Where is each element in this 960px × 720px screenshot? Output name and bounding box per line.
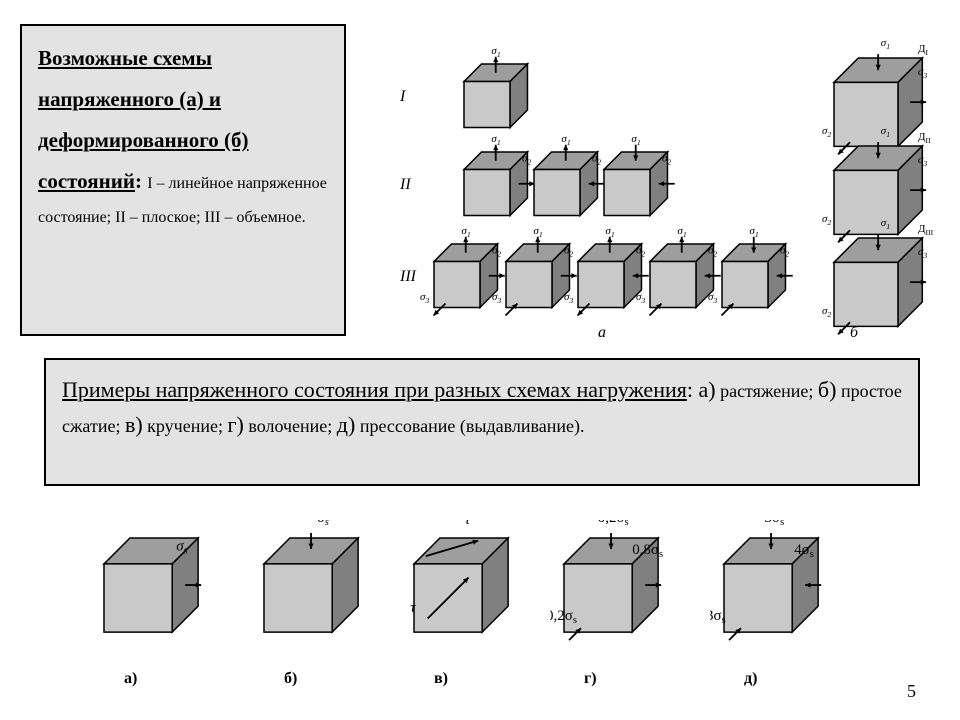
box1-title-a: Возможные схемы <box>38 46 212 70</box>
cube: σ1 σ2 σ3 <box>708 226 805 323</box>
svg-text:σ1: σ1 <box>677 226 686 239</box>
txt-d: прессование (выдавливание). <box>355 416 584 436</box>
page-number: 5 <box>907 681 916 702</box>
lab-b: б) <box>818 377 837 402</box>
col-label-a: а <box>598 324 606 342</box>
example-label: д) <box>744 670 757 688</box>
svg-text:σ3: σ3 <box>636 291 645 305</box>
svg-text:σ3: σ3 <box>918 246 927 260</box>
svg-text:σ3: σ3 <box>918 66 927 80</box>
svg-text:σ1: σ1 <box>461 226 470 239</box>
svg-text:σ1: σ1 <box>881 220 890 231</box>
svg-text:0,8σs: 0,8σs <box>632 542 663 560</box>
lab-g: г) <box>227 412 243 437</box>
cube: σ1 <box>450 46 547 143</box>
svg-text:σ2: σ2 <box>780 245 789 259</box>
svg-text:τ: τ <box>410 600 416 616</box>
svg-text:σ1: σ1 <box>749 226 758 239</box>
row-label: III <box>400 268 416 286</box>
example-label: а) <box>124 670 137 688</box>
example-label: в) <box>434 670 448 688</box>
box1-title-c: деформированного (б) <box>38 128 248 152</box>
box1-title-b: напряженного (а) и <box>38 87 221 111</box>
row-label: II <box>400 176 411 194</box>
txt-a: растяжение; <box>716 381 818 401</box>
lab-v: в) <box>125 412 143 437</box>
svg-text:σ1: σ1 <box>605 226 614 239</box>
svg-text:σ3: σ3 <box>492 291 501 305</box>
svg-text:σ1: σ1 <box>881 40 890 51</box>
svg-text:ДIII: ДIII <box>918 223 934 237</box>
svg-text:σ1: σ1 <box>533 226 542 239</box>
lab-d: д) <box>337 412 356 437</box>
svg-text:σ1: σ1 <box>631 134 640 147</box>
box1-colon: : <box>135 169 147 193</box>
svg-text:σ2: σ2 <box>662 153 671 167</box>
svg-text:σ2: σ2 <box>822 305 831 319</box>
cube: σs <box>90 520 218 648</box>
svg-text:σ1: σ1 <box>491 46 500 59</box>
svg-text:τ: τ <box>465 520 471 528</box>
box1-desc-b: II – плоское; III – объемное. <box>115 209 306 226</box>
svg-text:σ3: σ3 <box>708 291 717 305</box>
svg-text:ДII: ДII <box>918 131 931 145</box>
box2-title-a: Примеры напряженного состояния при разны… <box>62 377 577 402</box>
txt-v: кручение; <box>143 416 228 436</box>
cube: 0,2σs0,8σs0,2σs <box>550 520 678 648</box>
txt-g: волочение; <box>244 416 337 436</box>
svg-text:σ3: σ3 <box>918 154 927 168</box>
svg-text:3σs: 3σs <box>765 520 785 528</box>
box2-colon: : <box>687 377 699 402</box>
box1-title-d: состояний <box>38 169 135 193</box>
example-label: г) <box>584 670 597 688</box>
row-label: I <box>400 88 405 106</box>
svg-text:σs: σs <box>317 520 328 528</box>
svg-text:ДI: ДI <box>918 43 929 57</box>
cube: σ1 σ2 <box>590 134 687 231</box>
svg-text:σ1: σ1 <box>881 128 890 139</box>
box2-title-b: нагружения <box>577 377 687 402</box>
stress-schemes-caption-box: Возможные схемы напряженного (а) и дефор… <box>20 24 346 336</box>
cube: σs <box>250 520 378 648</box>
svg-text:σ3: σ3 <box>420 291 429 305</box>
svg-text:σ1: σ1 <box>561 134 570 147</box>
svg-text:σ1: σ1 <box>491 134 500 147</box>
cube: 3σs4σs3σs <box>710 520 838 648</box>
loading-examples-caption-box: Примеры напряженного состояния при разны… <box>44 358 920 486</box>
cube: σ1 σ3 σ2 ДIII <box>820 220 942 342</box>
example-label: б) <box>284 670 297 688</box>
lab-a: а) <box>698 377 715 402</box>
cube: ττ <box>400 520 528 648</box>
svg-text:0,2σs: 0,2σs <box>598 520 629 528</box>
svg-text:σ3: σ3 <box>564 291 573 305</box>
